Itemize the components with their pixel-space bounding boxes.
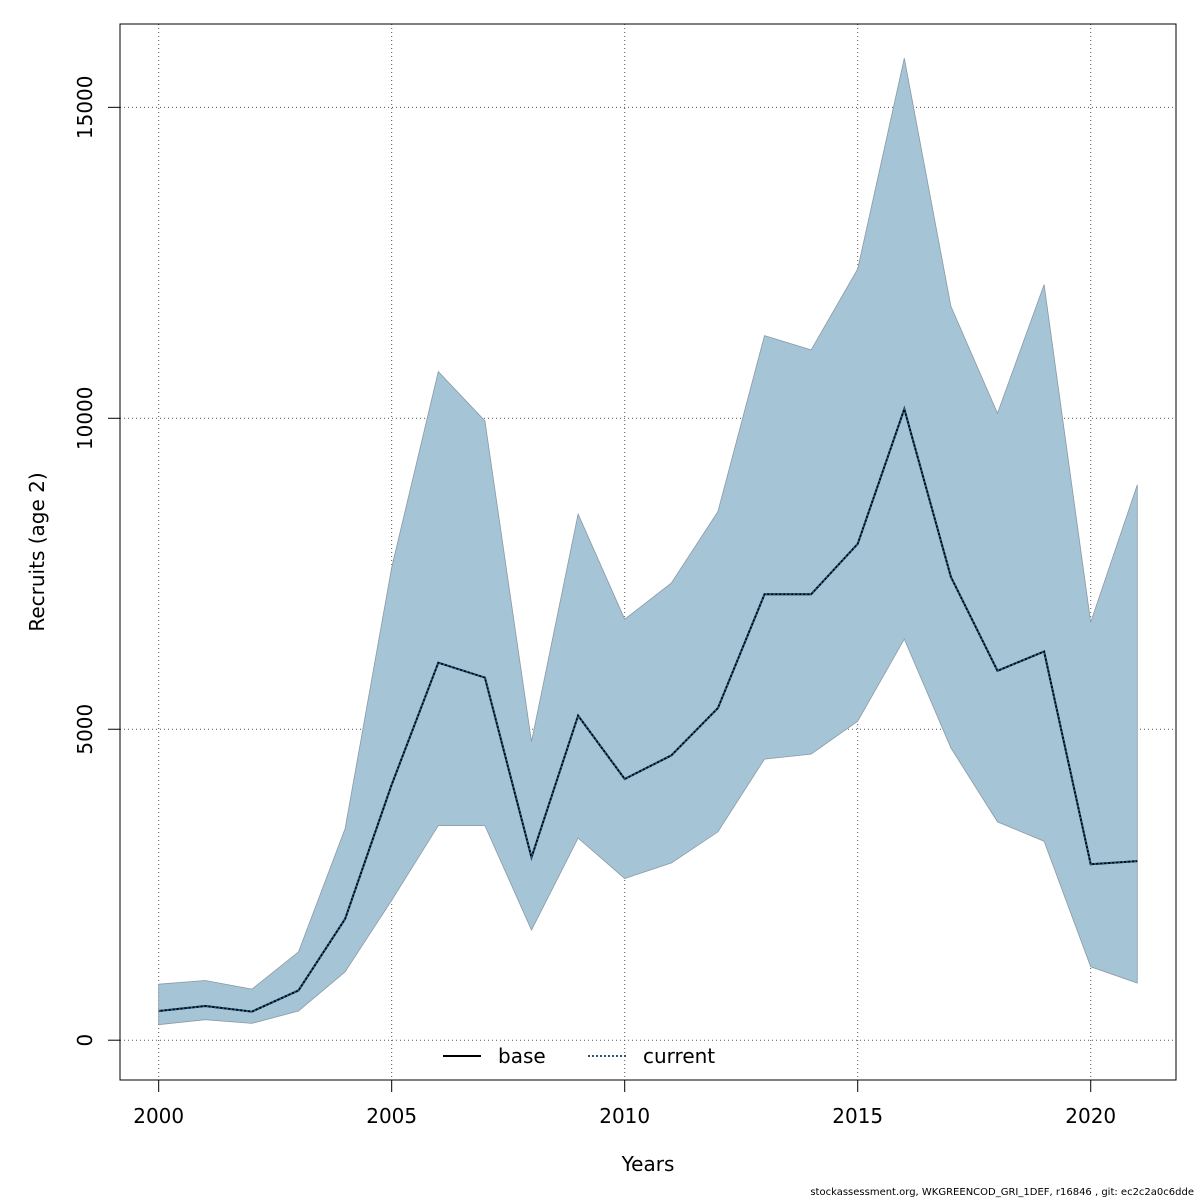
confidence-band-layer bbox=[158, 58, 1138, 1026]
x-tick-label-2020: 2020 bbox=[1065, 1104, 1116, 1128]
y-axis: 0 5000 10000 15000 bbox=[73, 75, 121, 1047]
x-tick-label-2000: 2000 bbox=[133, 1104, 184, 1128]
legend-label-base: base bbox=[498, 1044, 546, 1068]
y-tick-label-10000: 10000 bbox=[73, 386, 97, 450]
grid-lines bbox=[120, 24, 1176, 1080]
legend: base current bbox=[443, 1044, 715, 1068]
y-tick-label-5000: 5000 bbox=[73, 704, 97, 755]
series-line-base bbox=[158, 405, 1138, 1013]
legend-label-current: current bbox=[643, 1044, 715, 1068]
confidence-band bbox=[158, 58, 1138, 1026]
x-axis-title: Years bbox=[621, 1152, 675, 1176]
y-axis-title: Recruits (age 2) bbox=[25, 472, 49, 631]
y-tick-label-15000: 15000 bbox=[73, 75, 97, 139]
footer-credit: stockassessment.org, WKGREENCOD_GRI_1DEF… bbox=[810, 1187, 1194, 1198]
x-axis: 2000 2005 2010 2015 2020 bbox=[133, 1079, 1116, 1128]
y-tick-label-0: 0 bbox=[73, 1034, 97, 1047]
x-tick-label-2015: 2015 bbox=[832, 1104, 883, 1128]
series-lines-layer bbox=[158, 405, 1138, 1013]
x-tick-label-2010: 2010 bbox=[599, 1104, 650, 1128]
x-tick-label-2005: 2005 bbox=[366, 1104, 417, 1128]
